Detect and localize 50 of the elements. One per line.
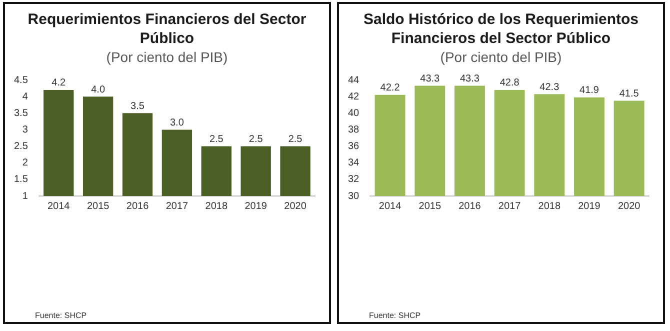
x-tick-label: 2016 bbox=[458, 200, 482, 212]
y-tick-label: 1.5 bbox=[14, 174, 28, 186]
data-label: 41.5 bbox=[619, 88, 640, 100]
data-label: 42.8 bbox=[500, 78, 520, 89]
x-tick-label: 2019 bbox=[244, 200, 268, 212]
source-note: Fuente: SHCP bbox=[369, 311, 421, 320]
data-label: 41.9 bbox=[580, 85, 600, 96]
chart-title: Requerimientos Financieros del Sector Público bbox=[26, 10, 308, 48]
data-label: 4.0 bbox=[91, 84, 106, 96]
x-tick-label: 2015 bbox=[86, 200, 110, 212]
y-tick-label: 30 bbox=[348, 190, 360, 202]
data-label: 42.3 bbox=[540, 82, 560, 93]
y-tick-label: 4.5 bbox=[14, 74, 28, 86]
data-label: 3.0 bbox=[170, 117, 184, 128]
data-label: 43.3 bbox=[420, 74, 440, 85]
x-tick-label: 2014 bbox=[378, 200, 402, 212]
x-tick-label: 2014 bbox=[48, 200, 70, 212]
x-tick-label: 2018 bbox=[205, 200, 228, 212]
x-tick-label: 2017 bbox=[498, 200, 522, 212]
y-tick-label: 1 bbox=[22, 190, 28, 202]
x-tick-label: 2018 bbox=[538, 200, 561, 212]
x-tick-label: 2019 bbox=[578, 200, 601, 212]
y-tick-label: 4 bbox=[22, 91, 28, 102]
x-tick-label: 2020 bbox=[618, 200, 641, 212]
chart-title: Saldo Histórico de los Requerimientos Financieros del Sector Público bbox=[362, 10, 640, 48]
data-label: 42.2 bbox=[380, 82, 400, 94]
data-label: 43.3 bbox=[460, 74, 480, 85]
data-label: 4.2 bbox=[52, 78, 66, 89]
y-tick-label: 38 bbox=[348, 124, 360, 136]
y-tick-label: 32 bbox=[348, 174, 360, 186]
y-tick-label: 40 bbox=[348, 108, 360, 119]
data-label: 2.5 bbox=[288, 134, 303, 146]
y-tick-label: 2.5 bbox=[14, 141, 28, 152]
source-note: Fuente: SHCP bbox=[35, 311, 87, 320]
y-tick-label: 34 bbox=[348, 158, 360, 169]
y-tick-label: 2 bbox=[22, 158, 28, 169]
data-label: 3.5 bbox=[130, 100, 145, 112]
y-tick-label: 42 bbox=[348, 91, 360, 102]
y-tick-label: 36 bbox=[348, 141, 360, 152]
data-label: 2.5 bbox=[209, 134, 224, 146]
x-tick-label: 2016 bbox=[126, 200, 150, 212]
chart-subtitle: (Por ciento del PIB) bbox=[106, 48, 228, 66]
chart-subtitle: (Por ciento del PIB) bbox=[440, 48, 562, 66]
y-tick-label: 3 bbox=[22, 124, 28, 136]
x-tick-label: 2020 bbox=[284, 200, 307, 212]
x-tick-label: 2015 bbox=[418, 200, 442, 212]
y-tick-label: 3.5 bbox=[14, 108, 28, 119]
y-tick-label: 44 bbox=[348, 74, 360, 86]
data-label: 2.5 bbox=[248, 134, 264, 146]
x-tick-label: 2017 bbox=[166, 200, 189, 212]
